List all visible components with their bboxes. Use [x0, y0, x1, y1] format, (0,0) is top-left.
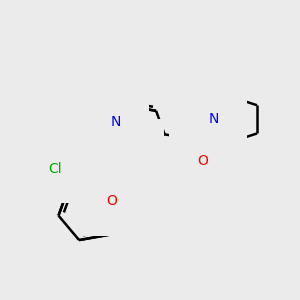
Text: O: O — [197, 154, 208, 168]
Text: N: N — [111, 115, 122, 129]
Text: N: N — [208, 112, 219, 126]
Text: O: O — [106, 194, 117, 208]
Text: Cl: Cl — [49, 162, 62, 176]
Text: N: N — [126, 146, 136, 161]
